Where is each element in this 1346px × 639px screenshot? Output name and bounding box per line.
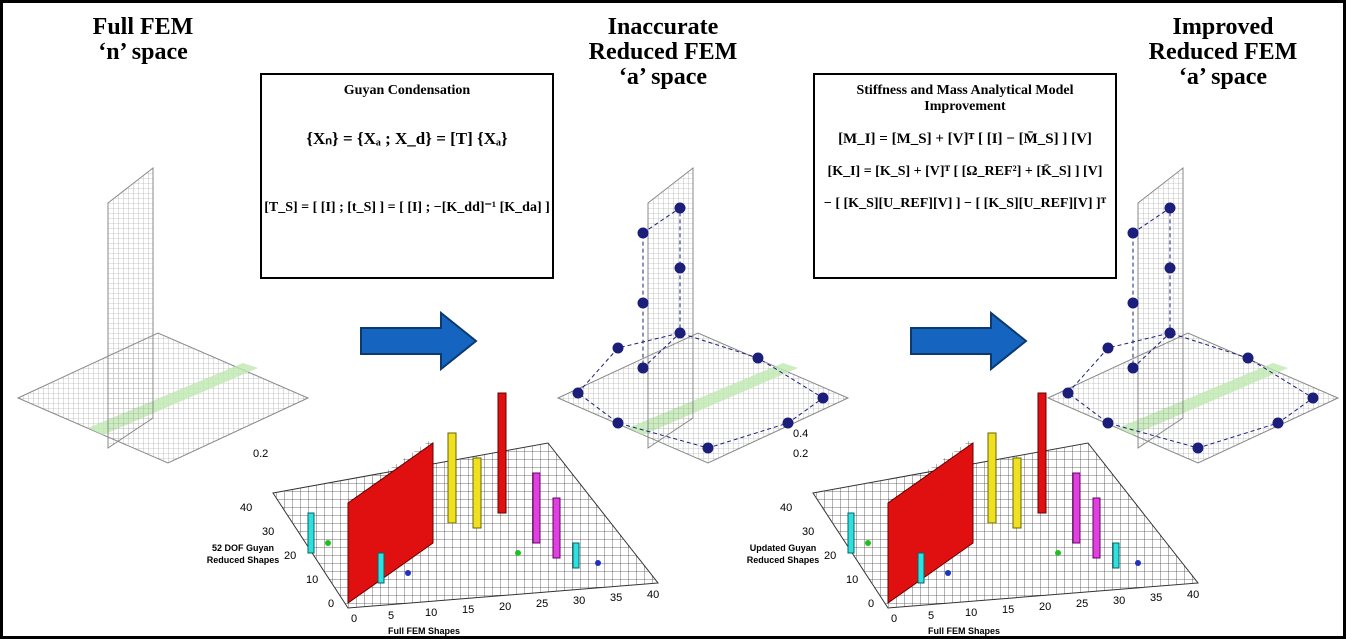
y-axis-label: Reduced Shapes xyxy=(746,555,820,565)
panel-title: Inaccurate Reduced FEM ‘a’ space xyxy=(543,15,783,90)
y-tick-label: 30 xyxy=(802,526,815,538)
panel-title: Full FEM ‘n’ space xyxy=(23,15,263,65)
title-line: ‘n’ space xyxy=(98,39,188,65)
title-line: Inaccurate xyxy=(607,14,719,40)
y-tick-label: 0 xyxy=(868,598,875,610)
x-tick-label: 5 xyxy=(388,610,395,622)
x-axis-label: Full FEM Shapes xyxy=(388,626,461,636)
x-tick-label: 30 xyxy=(1113,595,1126,607)
title-line: Full FEM xyxy=(92,14,194,40)
equation: [K_I] = [K_S] + [V]ᵀ [ [Ω_REF²] + [K̄_S]… xyxy=(827,164,1103,179)
improvement-box: Stiffness and Mass Analytical Model Impro… xyxy=(813,73,1117,279)
y-tick-label: 10 xyxy=(846,574,859,586)
graphics xyxy=(17,167,1339,609)
equation: {Xₙ} = {Xₐ ; X_d} = [T] {Xₐ} xyxy=(306,129,508,148)
y-tick-label: 10 xyxy=(306,574,319,586)
z-tick-label: 0.2 xyxy=(253,448,269,460)
y-tick-label: 0 xyxy=(328,598,335,610)
x-tick-label: 15 xyxy=(462,604,475,616)
x-tick-label: 20 xyxy=(499,601,512,613)
x-tick-label: 25 xyxy=(1076,598,1089,610)
title-line: Reduced FEM xyxy=(588,39,738,65)
title-line: ‘a’ space xyxy=(1178,64,1268,90)
x-tick-label: 10 xyxy=(425,607,438,619)
y-axis-label: Reduced Shapes xyxy=(206,555,280,565)
x-tick-label: 35 xyxy=(610,592,623,604)
x-tick-label: 40 xyxy=(647,589,660,601)
equation: − [ [K_S][U_REF][V] ] − [ [K_S][U_REF][V… xyxy=(823,196,1107,211)
panel-title: Improved Reduced FEM ‘a’ space xyxy=(1103,15,1343,90)
z-tick-label: 0.2 xyxy=(793,448,809,460)
x-tick-label: 20 xyxy=(1039,601,1052,613)
y-tick-label: 30 xyxy=(262,526,275,538)
equation: [M_I] = [M_S] + [V]ᵀ [ [I] − [M̄_S] ] [V… xyxy=(838,131,1092,147)
title-line: Stiffness and Mass Analytical Model xyxy=(856,83,1074,98)
x-tick-label: 15 xyxy=(1002,604,1015,616)
y-tick-label: 40 xyxy=(780,502,793,514)
guyan-box: Guyan Condensation {Xₙ} = {Xₐ ; X_d} = [… xyxy=(260,73,554,279)
title-line: Improvement xyxy=(924,99,1006,114)
title-line: Improved xyxy=(1172,14,1274,40)
y-axis-label: 52 DOF Guyan xyxy=(211,543,274,553)
x-tick-label: 35 xyxy=(1150,592,1163,604)
x-axis-label: Full FEM Shapes xyxy=(928,626,1001,636)
x-tick-label: 25 xyxy=(536,598,549,610)
x-tick-label: 0 xyxy=(351,613,358,625)
x-tick-label: 5 xyxy=(928,610,935,622)
x-tick-label: 30 xyxy=(573,595,586,607)
z-tick-label: 0.4 xyxy=(793,428,809,440)
y-axis-label: Updated Guyan xyxy=(749,543,817,553)
title-line: Reduced FEM xyxy=(1148,39,1298,65)
equation: [T_S] = [ [I] ; [t_S] ] = [ [I] ; −[K_dd… xyxy=(264,200,550,215)
y-tick-label: 20 xyxy=(824,550,837,562)
box-title: Guyan Condensation xyxy=(343,83,471,98)
y-tick-label: 20 xyxy=(284,550,297,562)
y-tick-label: 40 xyxy=(240,502,253,514)
title-line: ‘a’ space xyxy=(618,64,708,90)
x-tick-label: 40 xyxy=(1187,589,1200,601)
box-title: Stiffness and Mass Analytical Model Impro… xyxy=(815,83,1115,115)
x-tick-label: 0 xyxy=(891,613,898,625)
x-tick-label: 10 xyxy=(965,607,978,619)
